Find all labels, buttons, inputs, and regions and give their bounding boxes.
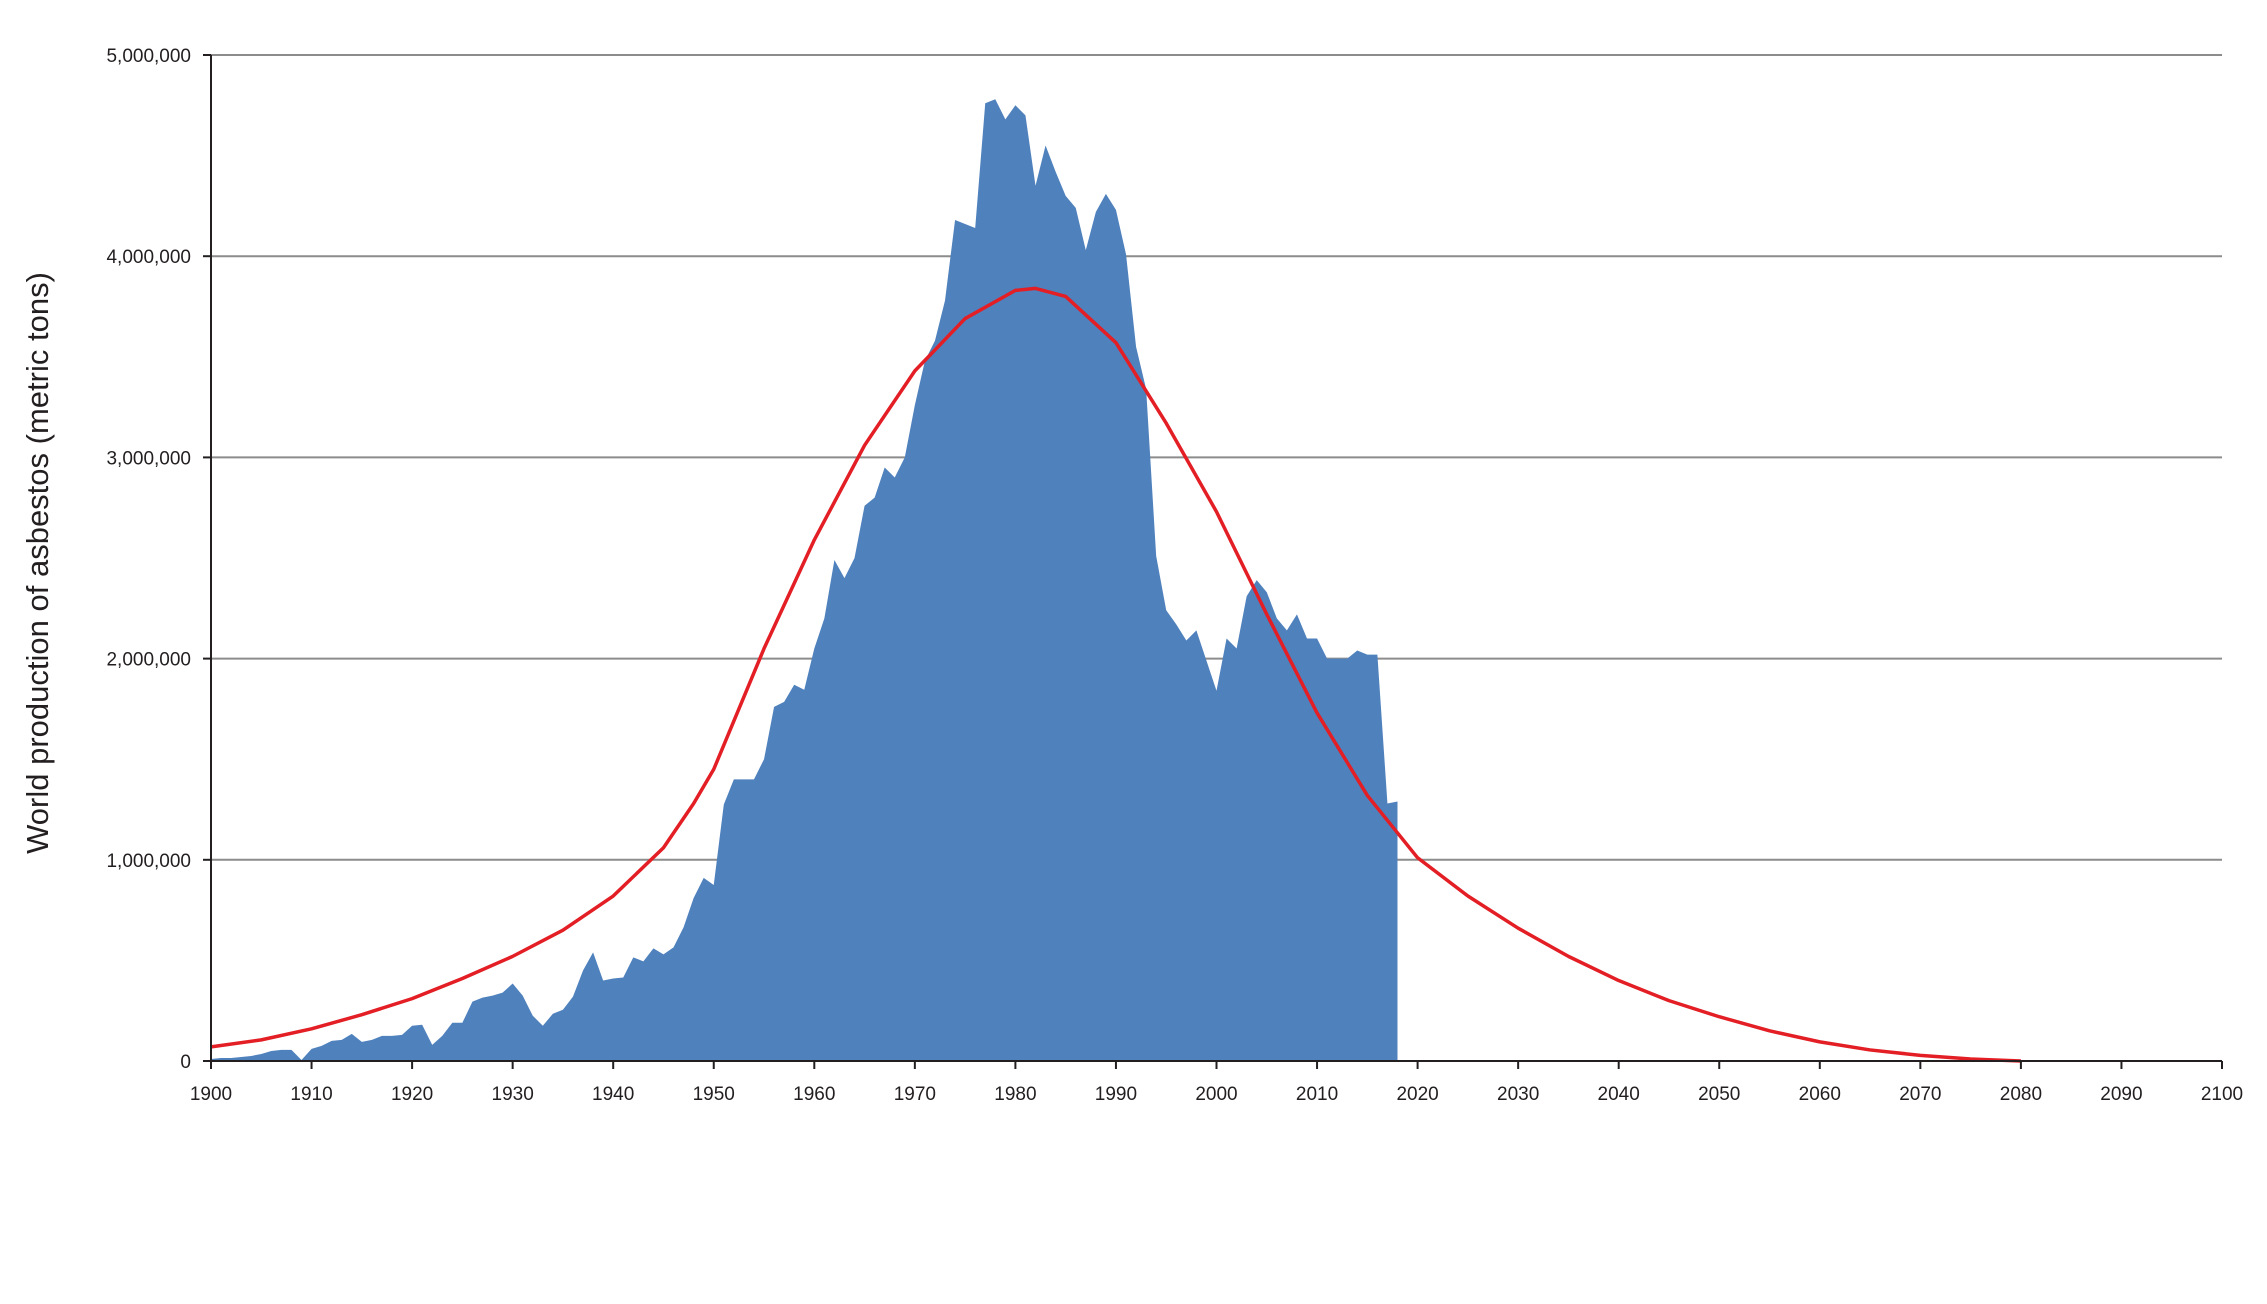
- x-tick-label-3: 1930: [492, 1084, 534, 1105]
- x-tick-label-20: 2100: [2201, 1084, 2243, 1105]
- x-tick-labels: 1900 1910 1920 1930 1940 1950 1960 1970 1980 1990…: [190, 1084, 2243, 1105]
- x-tick-label-1: 1910: [290, 1084, 332, 1105]
- fit-curve-layer: [210, 286, 2021, 1063]
- x-tick-label-11: 2010: [1296, 1084, 1338, 1105]
- y-tick-label-2: 2,000,000: [106, 650, 191, 671]
- x-tick-label-18: 2080: [2000, 1084, 2042, 1105]
- x-tick-label-4: 1940: [592, 1084, 634, 1105]
- x-tick-label-12: 2020: [1396, 1084, 1438, 1105]
- x-tick-label-5: 1950: [693, 1084, 735, 1105]
- y-tick-label-4: 4,000,000: [106, 247, 191, 268]
- y-tick-label-1: 1,000,000: [106, 851, 191, 872]
- x-tick-label-2: 1920: [391, 1084, 433, 1105]
- x-tick-label-9: 1990: [1095, 1084, 1137, 1105]
- y-tick-labels: 0 1,000,000 2,000,000 3,000,000 4,000,000 5,0…: [106, 46, 191, 1073]
- x-tick-label-10: 2000: [1195, 1084, 1237, 1105]
- x-tick-label-16: 2060: [1799, 1084, 1841, 1105]
- production-area: [211, 99, 1398, 1061]
- y-axis-label: World production of asbestos (metric ton…: [20, 272, 55, 854]
- y-tick-label-0: 0: [180, 1052, 191, 1073]
- x-tick-label-17: 2070: [1899, 1084, 1941, 1105]
- y-tick-label-3: 3,000,000: [106, 448, 191, 469]
- axes: [203, 54, 2223, 1069]
- fit-curve-line: [210, 286, 2021, 1063]
- gridlines: [211, 54, 2222, 861]
- x-tick-label-15: 2050: [1698, 1084, 1740, 1105]
- x-tick-label-7: 1970: [894, 1084, 936, 1105]
- production-area-layer: [211, 99, 1398, 1061]
- x-tick-label-0: 1900: [190, 1084, 232, 1105]
- x-tick-label-14: 2040: [1598, 1084, 1640, 1105]
- x-tick-label-8: 1980: [994, 1084, 1036, 1105]
- x-tick-label-19: 2090: [2100, 1084, 2142, 1105]
- y-tick-label-5: 5,000,000: [106, 46, 191, 67]
- x-tick-label-6: 1960: [793, 1084, 835, 1105]
- x-tick-label-13: 2030: [1497, 1084, 1539, 1105]
